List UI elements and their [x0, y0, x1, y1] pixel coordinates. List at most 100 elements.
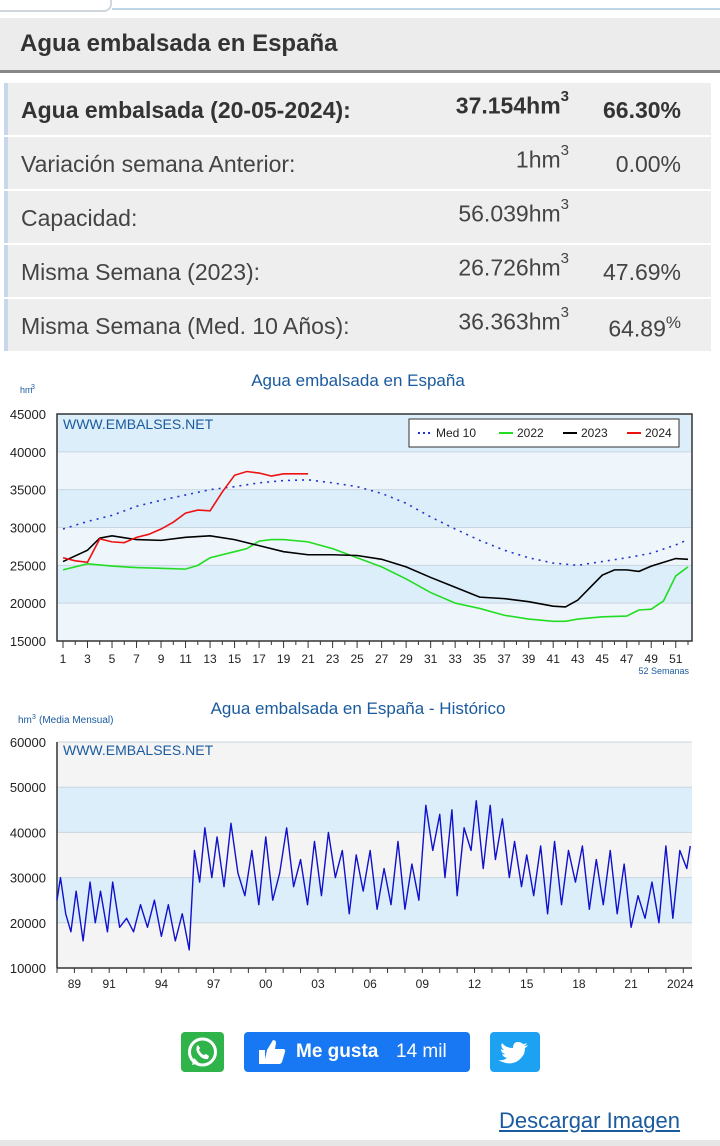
y-tick-label: 10000: [10, 961, 46, 976]
stat-percent-value: 0.00%: [615, 151, 681, 177]
stat-percent-sign: %: [665, 313, 681, 332]
stat-label: Capacidad:: [21, 205, 138, 231]
legend-label: 2023: [581, 426, 608, 440]
y-tick-label: 60000: [10, 735, 46, 750]
y-tick-label: 35000: [10, 483, 46, 498]
stat-value: 56.039hm3: [458, 196, 569, 228]
whatsapp-share-button[interactable]: [181, 1032, 224, 1072]
chart-title: Agua embalsada en España - Histórico: [211, 699, 506, 718]
stat-row: Misma Semana (Med. 10 Años): 36.363hm3 64.…: [4, 299, 711, 351]
download-image-link[interactable]: Descargar Imagen: [499, 1108, 680, 1133]
plot-frame: [56, 413, 693, 642]
like-button[interactable]: Me gusta 14 mil: [244, 1032, 470, 1072]
stat-unit: hm: [528, 200, 561, 227]
stat-number: 56.039: [458, 200, 529, 227]
stat-unit-exponent: 3: [560, 196, 569, 213]
x-tick-label: 12: [468, 977, 482, 991]
stat-percent-value: 66.30%: [602, 97, 681, 123]
x-tick-label: 17: [252, 652, 266, 666]
thumbs-up-icon: [259, 1040, 286, 1064]
x-tick-label: 97: [207, 977, 221, 991]
x-tick-label: 27: [375, 652, 389, 666]
y-axis-label-exponent: 3: [32, 714, 36, 721]
x-tick-label: 51: [669, 652, 683, 666]
chart-watermark: WWW.EMBALSES.NET: [63, 742, 214, 758]
x-tick-label: 9: [158, 652, 165, 666]
y-tick-label: 30000: [10, 521, 46, 536]
stat-number: 1: [515, 146, 529, 173]
x-tick-label: 2024: [667, 977, 694, 991]
y-tick-label: 25000: [10, 558, 46, 573]
x-tick-label: 45: [596, 652, 610, 666]
x-tick-label: 19: [277, 652, 291, 666]
bottom-divider: [0, 1140, 720, 1146]
x-tick-label: 31: [424, 652, 438, 666]
top-divider: [112, 8, 720, 10]
y-tick-label: 30000: [10, 871, 46, 886]
page-header: Agua embalsada en España: [0, 18, 720, 73]
x-tick-label: 91: [103, 977, 117, 991]
x-tick-label: 35: [473, 652, 487, 666]
stat-unit-exponent: 3: [560, 88, 569, 105]
stat-value: 1hm3: [515, 142, 569, 174]
series-line-med-10: [62, 479, 689, 567]
stat-label: Agua embalsada (20-05-2024):: [21, 97, 351, 123]
series-line-2023: [62, 535, 689, 608]
y-tick-label: 40000: [10, 825, 46, 840]
chart-watermark: WWW.EMBALSES.NET: [63, 416, 214, 432]
x-tick-label: 13: [203, 652, 217, 666]
y-tick-label: 40000: [10, 445, 46, 460]
stat-label: Misma Semana (Med. 10 Años):: [21, 313, 350, 339]
x-tick-label: 3: [84, 652, 91, 666]
whatsapp-icon: [188, 1037, 217, 1067]
weekly-chart: Agua embalsada en España hm 3 15000 20000 250…: [0, 362, 720, 682]
stat-number: 26.726: [458, 254, 529, 281]
chart-band: [57, 565, 692, 604]
x-tick-label: 89: [68, 977, 82, 991]
x-tick-label: 18: [572, 977, 586, 991]
stat-unit: hm: [528, 254, 561, 281]
x-tick-label: 49: [645, 652, 659, 666]
series-line-2022: [62, 538, 689, 623]
y-tick-label: 20000: [10, 916, 46, 931]
stat-unit: hm: [528, 308, 561, 335]
x-tick-label: 37: [497, 652, 511, 666]
top-tab[interactable]: [0, 0, 112, 12]
x-tick-label: 11: [179, 652, 192, 666]
stat-label: Variación semana Anterior:: [21, 151, 296, 177]
twitter-share-button[interactable]: [490, 1032, 540, 1072]
chart-band: [57, 787, 692, 833]
stat-row: Agua embalsada (20-05-2024): 37.154hm3 66.…: [4, 83, 711, 135]
stat-label: Misma Semana (2023):: [21, 259, 261, 285]
page-title: Agua embalsada en España: [20, 30, 338, 57]
x-tick-label: 00: [259, 977, 273, 991]
y-tick-label: 50000: [10, 780, 46, 795]
x-tick-label: 29: [399, 652, 413, 666]
stat-percent: 64.89%: [608, 313, 681, 343]
y-axis-label: hm: [20, 385, 33, 395]
stat-value: 36.363hm3: [458, 304, 569, 336]
stat-percent: 0.00%: [616, 151, 681, 178]
series-line-2024: [62, 470, 309, 564]
legend-label: 2024: [645, 426, 672, 440]
twitter-icon: [498, 1042, 528, 1064]
y-axis-label-exponent: 3: [31, 384, 35, 391]
historic-series-line: [56, 800, 691, 951]
y-tick-label: 45000: [10, 407, 46, 422]
stat-percent-value: 47.69%: [602, 259, 681, 285]
stat-row: Variación semana Anterior: 1hm3 0.00%: [4, 137, 711, 189]
stat-unit-exponent: 3: [560, 250, 569, 267]
x-tick-label: 94: [155, 977, 169, 991]
x-tick-label: 47: [620, 652, 634, 666]
x-tick-label: 21: [624, 977, 638, 991]
chart-legend: Med 10 2022 2023 2024: [408, 418, 680, 448]
historic-chart-svg: Agua embalsada en España - Histórico hm 3(…: [10, 699, 694, 991]
chart-band: [57, 603, 692, 641]
stat-unit: hm: [526, 92, 561, 119]
top-bar: [0, 0, 720, 18]
x-tick-label: 15: [520, 977, 534, 991]
stat-row: Capacidad: 56.039hm3: [4, 191, 711, 243]
chart-band: [57, 742, 692, 788]
chart-band: [57, 527, 692, 566]
chart-band: [57, 489, 692, 528]
